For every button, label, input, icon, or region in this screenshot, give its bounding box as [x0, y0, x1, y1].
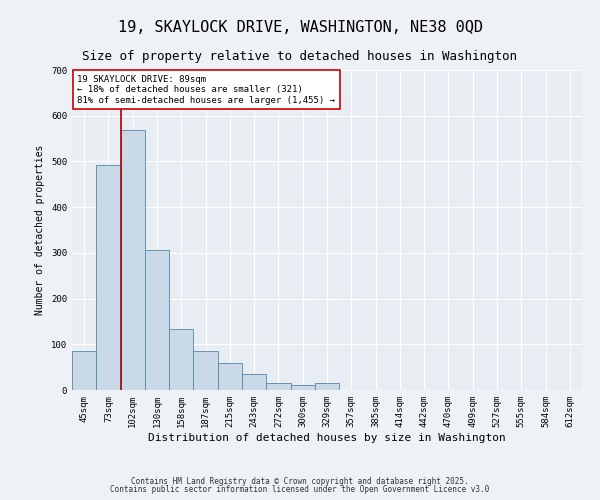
- Bar: [193, 351, 218, 390]
- Bar: [218, 362, 242, 390]
- Bar: [242, 374, 266, 390]
- Text: 19 SKAYLOCK DRIVE: 89sqm
← 18% of detached houses are smaller (321)
81% of semi-: 19 SKAYLOCK DRIVE: 89sqm ← 18% of detach…: [77, 75, 335, 104]
- Text: Contains HM Land Registry data © Crown copyright and database right 2025.: Contains HM Land Registry data © Crown c…: [131, 477, 469, 486]
- Bar: [121, 130, 145, 390]
- Text: Size of property relative to detached houses in Washington: Size of property relative to detached ho…: [83, 50, 517, 63]
- Text: 19, SKAYLOCK DRIVE, WASHINGTON, NE38 0QD: 19, SKAYLOCK DRIVE, WASHINGTON, NE38 0QD: [118, 20, 482, 35]
- Bar: [266, 383, 290, 390]
- Bar: [290, 384, 315, 390]
- Bar: [315, 383, 339, 390]
- Bar: [145, 250, 169, 390]
- X-axis label: Distribution of detached houses by size in Washington: Distribution of detached houses by size …: [148, 432, 506, 442]
- Text: Contains public sector information licensed under the Open Government Licence v3: Contains public sector information licen…: [110, 486, 490, 494]
- Y-axis label: Number of detached properties: Number of detached properties: [35, 145, 46, 315]
- Bar: [96, 165, 121, 390]
- Bar: [72, 351, 96, 390]
- Bar: [169, 329, 193, 390]
